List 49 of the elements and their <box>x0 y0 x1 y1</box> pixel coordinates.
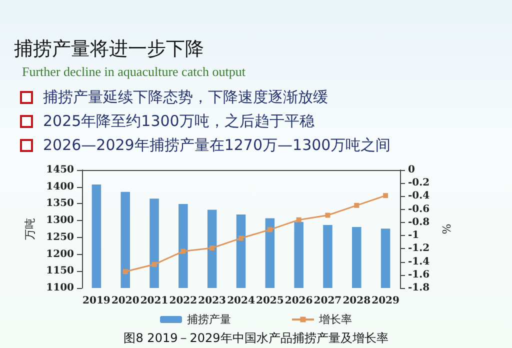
chart-title: 捕捞产量将进一步下降 <box>14 37 204 62</box>
point <box>180 248 186 254</box>
y2-tick-label: -1.2 <box>408 243 430 254</box>
point <box>210 246 215 251</box>
y2-tick-label: -0.4 <box>408 190 430 202</box>
y2-tick-label: -1.8 <box>408 282 430 294</box>
y-tick-label: 1400 <box>46 181 74 192</box>
x-tick-label: 2022 <box>169 296 198 306</box>
y-tick-label: 1100 <box>46 282 74 294</box>
caption: 图8 2019－2029年中国水产品捕捞产量及增长率 <box>122 330 390 347</box>
x-tick-label: 2025 <box>256 296 284 306</box>
x-tick-label: 2029 <box>372 296 400 306</box>
text: 2026—2029年捕捞产量在1270万—1300万吨之间 <box>43 136 391 155</box>
x-tick-label: 2024 <box>227 296 255 306</box>
legend-label: 捕捞产量 <box>187 313 231 326</box>
x-tick-label: 2020 <box>111 296 140 306</box>
y2-tick-label: -1.4 <box>408 256 430 268</box>
point <box>267 227 272 232</box>
x-tick-label: 2019 <box>82 296 110 306</box>
y2-axis-title: % <box>439 224 452 234</box>
y2-tick-label: -1.6 <box>408 269 430 280</box>
point <box>383 193 388 198</box>
x-tick-label: 2028 <box>342 296 371 306</box>
x-tick-label: 2023 <box>198 296 226 306</box>
y2-tick-label: -1 <box>408 230 420 242</box>
y2-tick-label: -0.8 <box>408 216 430 228</box>
y-axis-title: 万吨 <box>23 218 36 240</box>
text: 捕捞产量延续下降态势，下降速度逐渐放缓 <box>43 88 328 107</box>
y-tick-label: 1150 <box>46 266 74 277</box>
x-tick-label: 2026 <box>284 296 313 306</box>
point <box>238 236 244 241</box>
x-tick-label: 2021 <box>140 296 168 306</box>
y-tick-label: 1200 <box>46 248 74 260</box>
point <box>354 202 360 208</box>
text: 2025年降至约1300万吨，之后趋于平稳 <box>43 112 314 131</box>
chart-subtitle: Further decline in aquaculture catch output <box>22 64 246 80</box>
point <box>296 217 302 222</box>
legend-label: 增长率 <box>318 313 352 326</box>
y2-tick-label: 0 <box>408 164 415 176</box>
y2-tick-label: -0.2 <box>408 178 430 189</box>
y-tick-label: 1250 <box>46 232 74 243</box>
point <box>325 212 330 218</box>
point <box>152 262 157 267</box>
y-tick-label: 1450 <box>46 164 74 176</box>
x-tick-label: 2027 <box>314 296 342 306</box>
y2-tick-label: -0.6 <box>408 204 430 215</box>
y-tick-label: 1300 <box>46 215 74 226</box>
point <box>122 269 128 274</box>
y-tick-label: 1350 <box>46 198 74 210</box>
